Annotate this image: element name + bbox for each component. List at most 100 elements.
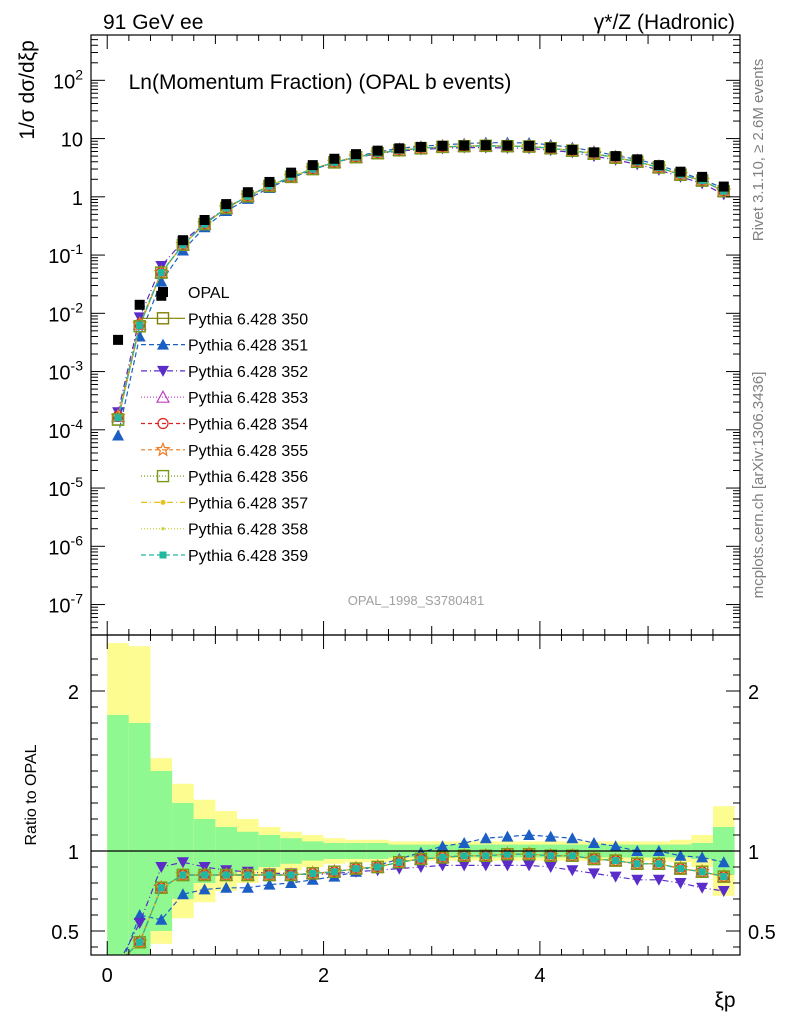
ratio-point-s351 [285,877,298,888]
ratio-point-s352 [155,862,168,873]
main-y-tick-label: 10-4 [48,416,83,443]
ratio-point-s352 [587,868,600,880]
opal-data-point [545,142,556,153]
ratio-point-s359 [525,850,533,858]
opal-data-point [113,334,124,345]
ratio-point-s356 [133,936,146,949]
x-tick-label: 2 [318,965,329,987]
ratio-point-s359 [330,868,338,876]
series-point-s359 [157,269,165,277]
chart-title: Ln(Momentum Fraction) (OPAL b events) [129,71,512,94]
rivet-label: Rivet 3.1.10, ≥ 2.6M events [750,59,767,242]
tick-base: 10 [48,363,70,385]
ratio-point-s359 [460,852,468,860]
series-point-s359 [136,321,144,329]
opal-data-point [524,140,535,151]
opal-data-point [134,299,145,310]
ratio-point-s356 [393,856,406,869]
series-point-s356 [155,266,168,279]
ratio-point-s351 [176,888,189,900]
series-point-s359 [114,414,122,422]
ratio-y-tick-label-right: 2 [748,682,759,704]
ratio-point-s359 [482,852,490,860]
ratio-point-s351 [587,837,600,848]
opal-data-point [264,176,275,187]
legend-label: Pythia 6.428 354 [188,417,308,434]
opal-data-point [199,214,210,225]
legend-marker-opal [158,287,168,297]
ratio-point-s352 [717,886,730,897]
ratio-point-s359 [547,852,555,860]
legend-label: Pythia 6.428 351 [188,338,308,355]
ratio-point-s352 [696,882,709,894]
series-point-s356 [111,413,125,426]
ratio-point-s352 [523,860,536,872]
ratio-axis-label: Ratio to OPAL [23,744,40,845]
ratio-point-s359 [265,871,273,879]
tick-exponent: 2 [75,66,83,82]
opal-data-point [632,154,643,165]
ratio-point-s359 [222,871,230,879]
tick-exponent: -2 [71,299,84,315]
ratio-point-s351 [263,878,276,890]
opal-data-point [459,140,470,151]
main-y-tick-label: 10-5 [48,474,83,501]
ratio-point-s359 [244,871,252,879]
ratio-point-s351 [436,840,449,852]
opal-data-point [329,153,340,164]
main-y-tick-label: 1 [72,188,83,210]
band-inner-bin [128,723,151,955]
opal-data-point [480,140,491,151]
legend-marker-s359 [159,551,167,559]
ratio-point-s352 [631,874,644,886]
ratio-point-s359 [287,871,295,879]
legend-label: Pythia 6.428 359 [188,548,308,565]
legend-label: Pythia 6.428 357 [188,495,308,512]
ratio-uncertainty-bands [107,643,735,955]
ratio-point-s352 [501,860,514,872]
legend-marker-s358 [161,527,165,531]
ratio-point-s359 [698,868,706,876]
header-right: γ*/Z (Hadronic) [594,11,735,34]
opal-data-point [437,140,448,151]
ratio-point-s359 [309,869,317,877]
legend-marker-s352 [157,365,169,377]
legend-marker-s355 [155,441,171,457]
ratio-point-s352 [479,860,492,872]
ratio-point-s352 [566,865,579,877]
header-left: 91 GeV ee [103,11,203,34]
opal-data-point [567,144,578,155]
series-line-s351 [117,142,725,436]
ratio-point-s352 [674,878,687,889]
ratio-point-s356 [674,862,687,875]
ratio-point-s359 [157,884,165,892]
ratio-point-s359 [417,855,425,863]
ratio-point-s352 [652,874,665,886]
main-y-tick-label: 10-2 [48,299,83,326]
opal-data-point [177,235,188,246]
tick-exponent: -4 [71,416,84,432]
mcplots-label: mcplots.cern.ch [arXiv:1306.3436] [750,372,767,599]
ratio-point-s356 [695,865,709,878]
tick-base: 10 [48,537,70,559]
main-y-tick-label: 10-7 [48,591,83,618]
x-axis-label: ξp [714,989,735,1012]
series-point-s351 [112,429,125,441]
ratio-frame [90,634,741,956]
ratio-point-s356 [155,881,168,894]
opal-data-point [351,149,362,160]
series-point-s351 [155,275,168,287]
tick-base: 10 [48,304,70,326]
ratio-y-tick-label-right: 0.5 [748,922,776,944]
ratio-point-s359 [136,938,144,946]
ratio-series-group [122,829,732,955]
ratio-point-s359 [374,863,382,871]
series-point-s352 [112,407,125,419]
main-y-tick-label: 10-6 [48,532,83,559]
legend-label: Pythia 6.428 355 [188,443,308,460]
ratio-point-s359 [720,873,728,881]
opal-data-point [697,171,708,182]
legend-marker-s351 [157,338,169,350]
tick-base: 10 [48,421,70,443]
